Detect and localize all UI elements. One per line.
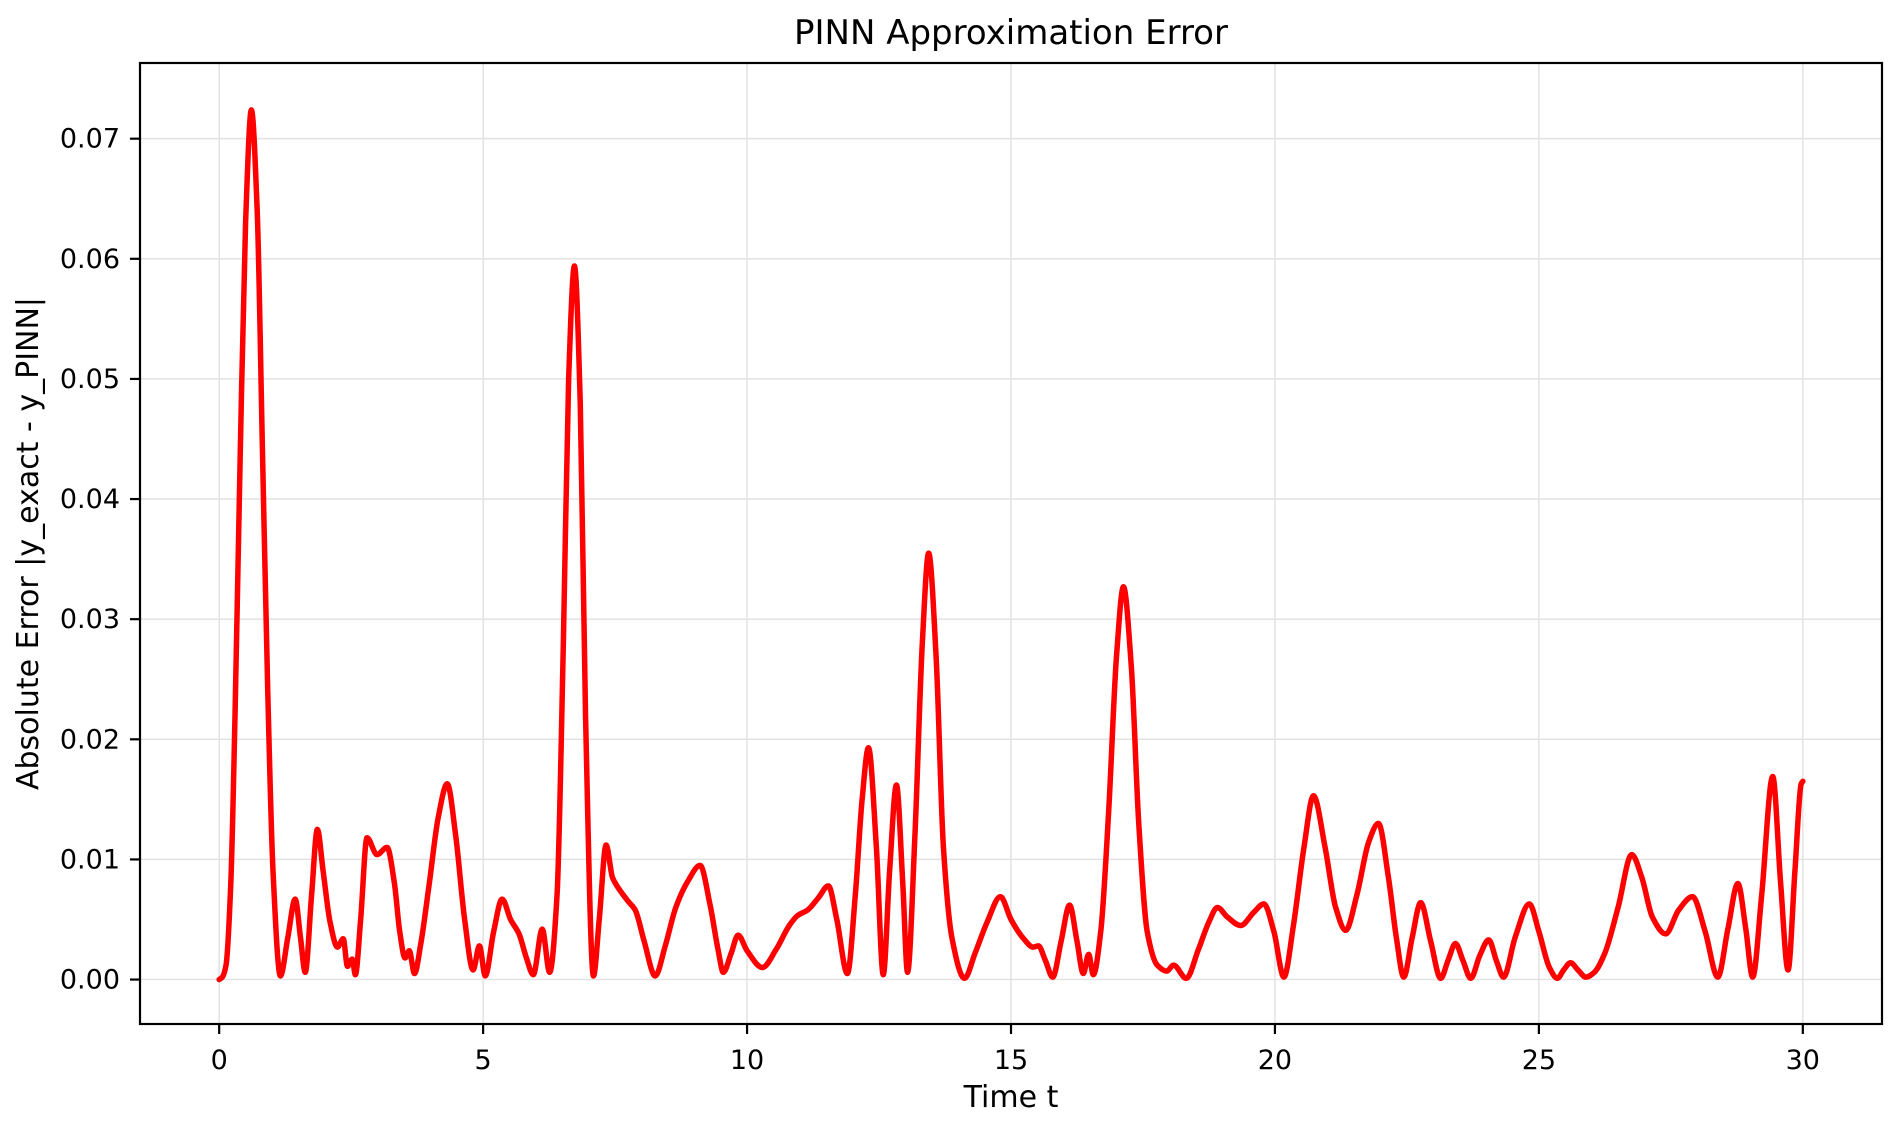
x-tick-labels: 0 5 10 15 20 25 30 <box>211 1045 1820 1076</box>
y-tick-label: 0.02 <box>60 724 120 755</box>
plot-title: PINN Approximation Error <box>794 13 1228 53</box>
y-tick-label: 0.00 <box>60 965 120 996</box>
y-tick-label: 0.01 <box>60 844 120 875</box>
y-tick-label: 0.06 <box>60 244 120 275</box>
x-tick-label: 30 <box>1786 1045 1820 1076</box>
series-lines <box>216 107 1806 983</box>
x-tick-label: 10 <box>730 1045 764 1076</box>
y-tick-labels: 0.00 0.01 0.02 0.03 0.04 0.05 0.06 0.07 <box>60 124 120 996</box>
y-tick-label: 0.05 <box>60 364 120 395</box>
x-axis-label: Time t <box>963 1080 1059 1115</box>
x-tick-label: 20 <box>1258 1045 1292 1076</box>
y-axis-label: Absolute Error |y_exact - y_PINN| <box>11 297 46 790</box>
y-tick-label: 0.03 <box>60 604 120 635</box>
x-tick-label: 25 <box>1522 1045 1556 1076</box>
error-line <box>216 107 1806 983</box>
y-tick-label: 0.04 <box>60 484 120 515</box>
x-tick-label: 15 <box>994 1045 1028 1076</box>
y-tick-label: 0.07 <box>60 124 120 155</box>
x-tick-label: 5 <box>475 1045 492 1076</box>
tick-marks <box>130 137 1804 1034</box>
x-tick-label: 0 <box>211 1045 228 1076</box>
